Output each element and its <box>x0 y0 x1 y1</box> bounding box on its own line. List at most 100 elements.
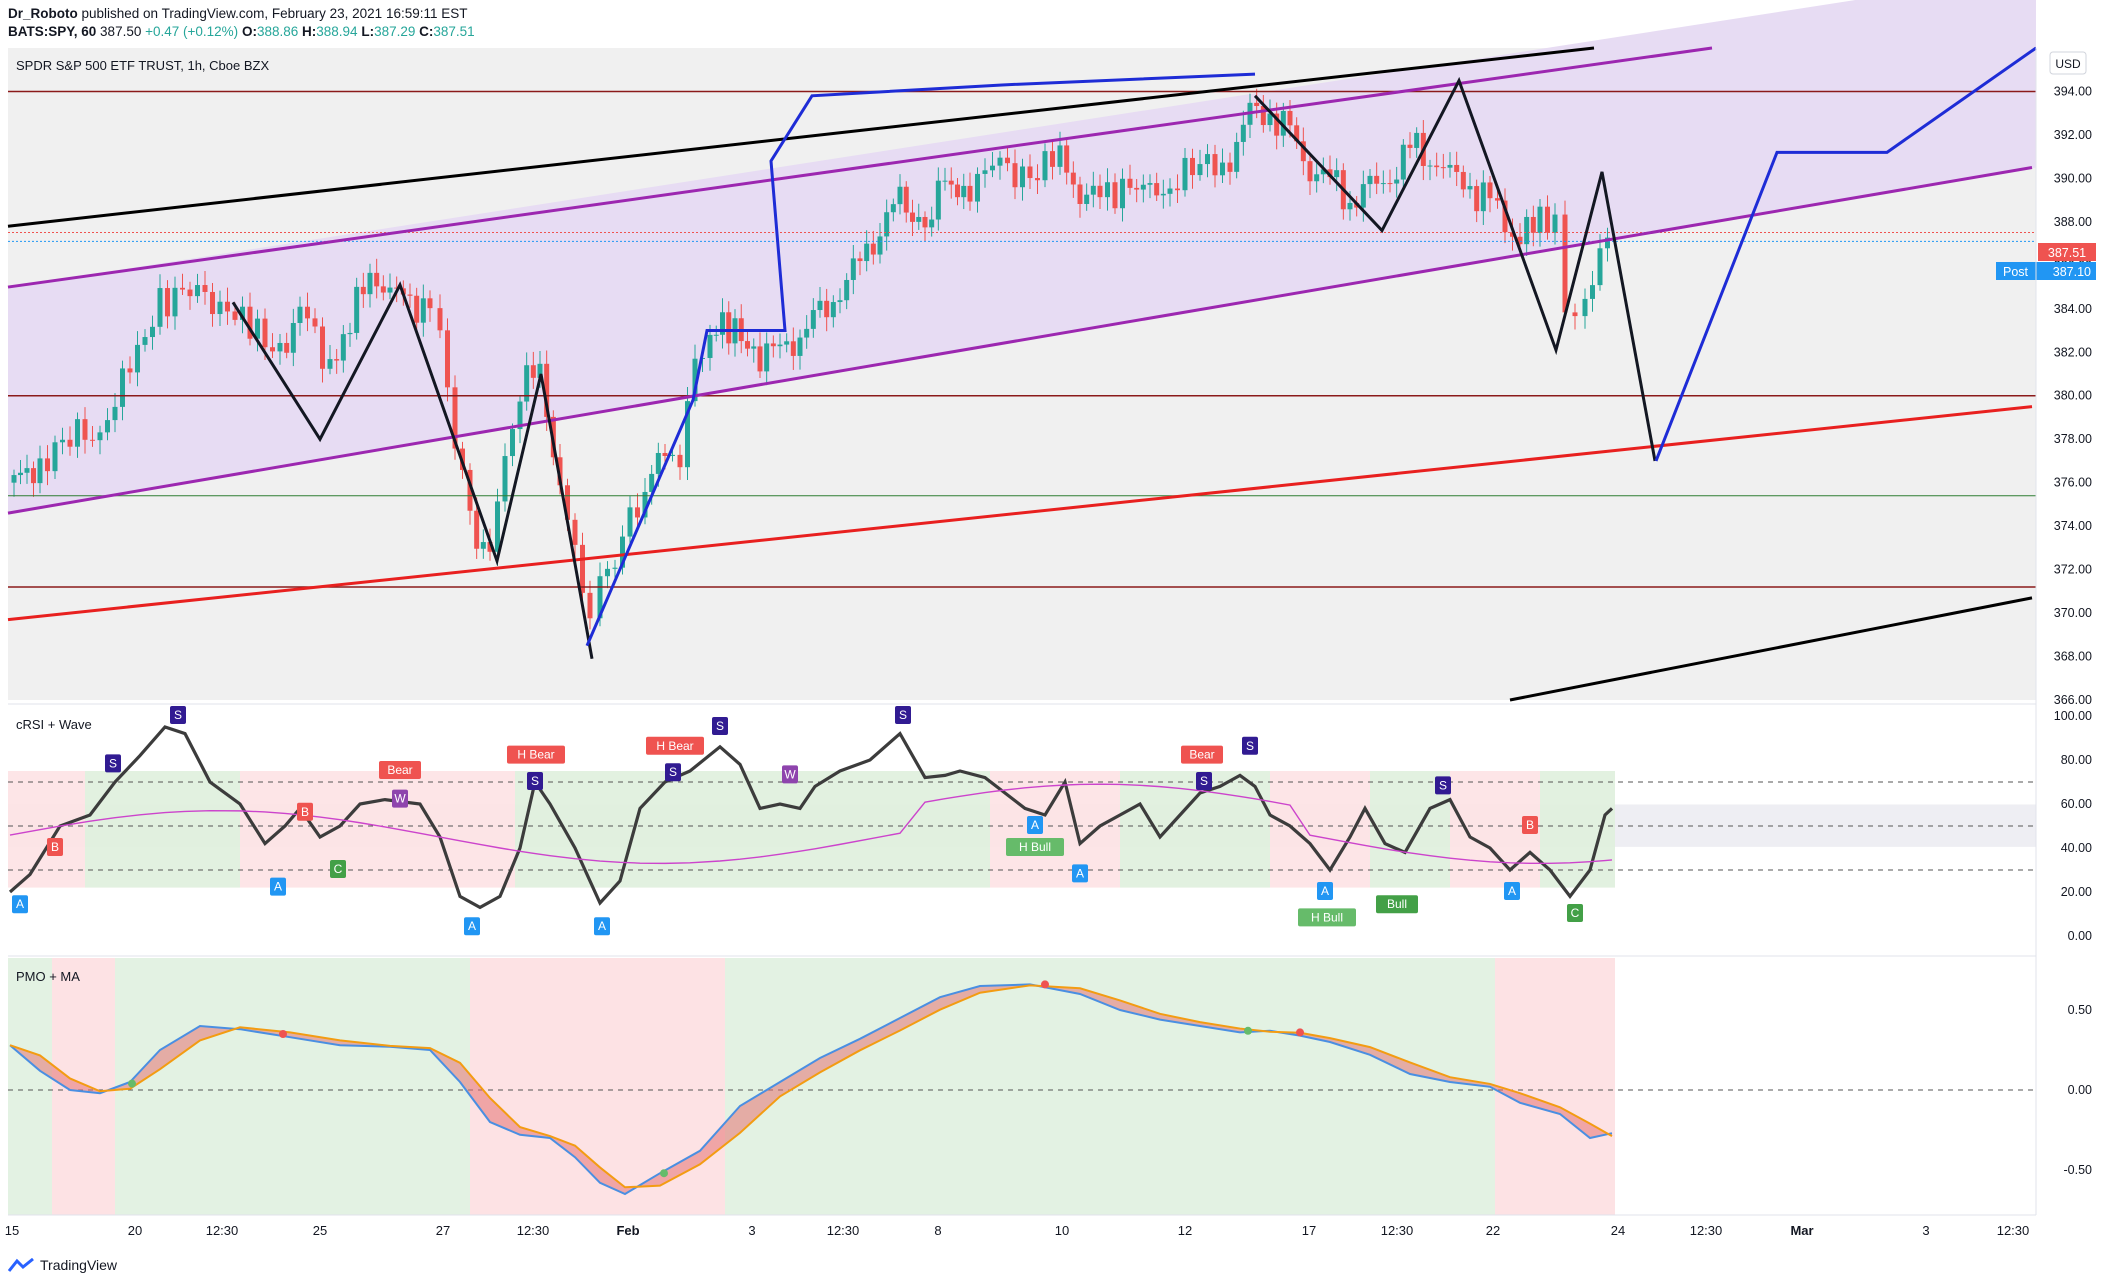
candle-body <box>942 180 948 182</box>
candle-body <box>180 287 185 290</box>
drawings-layer[interactable] <box>7 46 2037 702</box>
price-tick-label: 382.00 <box>2054 345 2092 359</box>
candle-body <box>530 365 536 378</box>
main-panel-title: SPDR S&P 500 ETF TRUST, 1h, Cboe BZX <box>16 58 269 73</box>
author-name[interactable]: Dr_Roboto <box>8 6 78 21</box>
post-price-text: 387.10 <box>2053 265 2091 279</box>
candle-body <box>1042 151 1048 181</box>
crsi-signal-text: S <box>899 708 907 722</box>
candle-body <box>1220 162 1225 176</box>
candle-body <box>31 468 36 484</box>
wave-path-1[interactable] <box>231 281 594 659</box>
candle-body <box>1495 198 1500 201</box>
time-tick-label: 27 <box>436 1223 450 1238</box>
crsi-signal-label <box>1567 904 1583 922</box>
candle-body <box>955 184 960 198</box>
candle-body <box>327 359 333 369</box>
candle-body <box>649 473 655 492</box>
candle-body <box>1407 144 1413 148</box>
candle-body <box>967 185 973 202</box>
candle-body <box>187 289 193 297</box>
candle-body <box>692 358 698 402</box>
channel-bottom-line[interactable] <box>7 166 2033 515</box>
crsi-signal-label <box>1181 745 1223 764</box>
projection-path-2[interactable] <box>1654 46 2037 462</box>
projection-path-1[interactable] <box>585 72 1256 647</box>
pmo-cross-dot <box>128 1079 136 1088</box>
last-price-tag-text: 387.51 <box>2048 246 2086 260</box>
candle-body <box>757 346 763 372</box>
candle-body <box>18 472 23 476</box>
candle-body <box>1360 184 1366 208</box>
candle-body <box>360 286 366 295</box>
candle-body <box>745 341 750 349</box>
support-trend-line[interactable] <box>7 405 2033 622</box>
pmo-cross-dot <box>1296 1028 1304 1037</box>
crsi-signal-label <box>1504 882 1520 900</box>
candle-body <box>1027 166 1033 179</box>
candle-body <box>797 337 803 356</box>
open-label: O: <box>241 24 257 39</box>
crsi-signal-label <box>12 895 28 914</box>
candle-body <box>990 165 995 171</box>
candle-body <box>1212 154 1218 176</box>
candle-body <box>1367 175 1373 185</box>
candle-body <box>929 219 935 228</box>
outer-channel-top[interactable] <box>7 46 1595 228</box>
candle-body <box>635 507 640 518</box>
crsi-signal-label <box>170 706 186 724</box>
pmo-cross-dot <box>1244 1026 1252 1035</box>
time-tick-label: Mar <box>1790 1223 1813 1238</box>
price-tick-label: 366.00 <box>2054 693 2092 707</box>
time-tick-label: 10 <box>1055 1223 1069 1238</box>
crsi-signal-text: S <box>174 708 182 722</box>
crsi-signal-label <box>1298 908 1356 927</box>
crsi-signal-label <box>105 754 121 773</box>
time-tick-label: 24 <box>1611 1223 1625 1238</box>
candle-body <box>135 344 140 373</box>
crsi-signal-label <box>1006 838 1064 856</box>
wave-path-2[interactable] <box>1253 76 1657 462</box>
crsi-signal-label <box>507 745 565 764</box>
candle-body <box>165 288 170 317</box>
candle-body <box>844 279 850 301</box>
candle-body <box>1314 174 1320 182</box>
candle-body <box>437 308 443 331</box>
currency-button[interactable] <box>2049 51 2087 75</box>
crsi-signal-label <box>1522 816 1538 834</box>
candle-body <box>1077 184 1083 204</box>
candle-body <box>1167 188 1173 194</box>
candle-body <box>1070 172 1076 185</box>
footer-brand[interactable]: TradingView <box>40 1257 118 1273</box>
crsi-signal-text: H Bear <box>517 748 554 762</box>
candle-body <box>1267 113 1273 126</box>
channel-top-line[interactable] <box>7 46 1713 289</box>
candle-body <box>172 287 178 317</box>
time-tick-label: 22 <box>1486 1223 1500 1238</box>
price-tick-label: 394.00 <box>2054 84 2092 98</box>
crsi-tick-label: 20.00 <box>2061 885 2092 899</box>
price-tick-label: 370.00 <box>2054 606 2092 620</box>
pmo-tick-label: 0.50 <box>2068 1003 2092 1017</box>
candle-body <box>916 216 922 222</box>
pmo-cross-dot <box>279 1030 287 1038</box>
candle-body <box>627 507 633 537</box>
candle-body <box>142 337 148 345</box>
candle-body <box>605 568 610 577</box>
candle-body <box>1400 144 1406 180</box>
candle-body <box>580 544 585 593</box>
crsi-signal-text: Bear <box>1189 748 1214 762</box>
candle-body <box>817 300 823 311</box>
candle-body <box>1020 166 1025 188</box>
candle-body <box>112 406 118 421</box>
candle-body <box>1084 194 1090 204</box>
pmo-ma-line <box>9 984 1613 1189</box>
price-tick-label: 392.00 <box>2054 128 2092 142</box>
candle-body <box>830 302 836 318</box>
last-price: 387.50 <box>100 24 142 39</box>
outer-channel-bottom[interactable] <box>1509 596 2033 702</box>
candle-body <box>1334 170 1340 178</box>
crsi-ma-line <box>9 783 1613 865</box>
crsi-signal-text: B <box>301 805 309 819</box>
